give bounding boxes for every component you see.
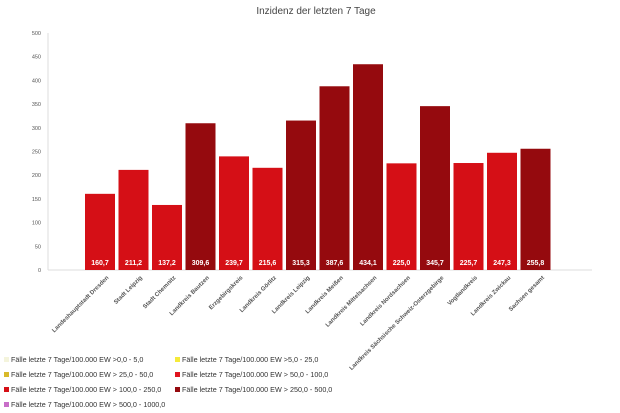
legend-swatch	[4, 387, 9, 392]
bar	[152, 204, 182, 270]
bar	[286, 120, 316, 271]
x-tick-label: Stadt Chemnitz	[142, 275, 177, 310]
legend-label: Fälle letzte 7 Tage/100.000 EW > 50,0 - …	[182, 370, 329, 379]
bar	[420, 106, 450, 270]
x-tick-label: Stadt Leipzig	[113, 275, 144, 306]
data-label: 215,6	[259, 260, 277, 267]
legend-item: Fälle letzte 7 Tage/100.000 EW > 25,0 - …	[4, 370, 153, 379]
x-tick-label: Erzgebirgskreis	[208, 275, 245, 312]
data-label: 137,2	[158, 260, 176, 267]
bar	[353, 64, 383, 270]
bar	[252, 167, 283, 270]
bar	[319, 86, 350, 270]
bar	[85, 193, 115, 270]
legend-item: Fälle letzte 7 Tage/100.000 EW > 250,0 -…	[175, 385, 332, 394]
legend-swatch	[4, 357, 9, 362]
legend-item: Fälle letzte 7 Tage/100.000 EW >5,0 - 25…	[175, 355, 318, 364]
data-label: 387,6	[326, 260, 344, 267]
bar	[520, 148, 551, 270]
bar	[219, 156, 249, 270]
y-tick-label: 400	[32, 78, 41, 84]
y-tick-label: 150	[32, 197, 41, 203]
legend-item: Fälle letzte 7 Tage/100.000 EW > 500,0 -…	[4, 400, 165, 409]
data-label: 345,7	[426, 260, 444, 267]
x-tick-label: Landeshauptstadt Dresden	[51, 275, 110, 334]
x-tick-label: Vogtlandkreis	[447, 275, 479, 307]
x-tick-label: Sachsen gesamt	[508, 275, 546, 313]
data-label: 247,3	[493, 260, 511, 267]
legend-swatch	[4, 372, 9, 377]
legend-item: Fälle letzte 7 Tage/100.000 EW >0,0 - 5,…	[4, 355, 143, 364]
legend-item: Fälle letzte 7 Tage/100.000 EW > 50,0 - …	[175, 370, 328, 379]
data-label: 211,2	[125, 260, 142, 267]
bar	[185, 123, 216, 270]
bar	[453, 163, 484, 270]
chart-title: Inzidenz der letzten 7 Tage	[256, 6, 376, 17]
data-label: 255,8	[527, 260, 545, 267]
y-tick-label: 100	[32, 221, 41, 227]
legend-swatch	[175, 387, 180, 392]
y-tick-label: 500	[32, 31, 41, 37]
legend-label: Fälle letzte 7 Tage/100.000 EW > 100,0 -…	[11, 385, 162, 394]
data-label: 434,1	[359, 260, 377, 267]
data-label: 225,0	[393, 260, 411, 267]
y-tick-label: 200	[32, 173, 41, 179]
legend-swatch	[175, 372, 180, 377]
data-label: 160,7	[91, 260, 109, 267]
data-label: 225,7	[460, 260, 478, 267]
y-tick-label: 350	[32, 102, 41, 108]
legend-item: Fälle letzte 7 Tage/100.000 EW > 100,0 -…	[4, 385, 161, 394]
y-tick-label: 50	[35, 244, 41, 250]
legend-label: Fälle letzte 7 Tage/100.000 EW >0,0 - 5,…	[11, 355, 144, 364]
y-tick-label: 450	[32, 55, 41, 61]
x-tick-label: Landkreis Görlitz	[239, 275, 278, 314]
legend-label: Fälle letzte 7 Tage/100.000 EW > 250,0 -…	[182, 385, 333, 394]
legend-label: Fälle letzte 7 Tage/100.000 EW >5,0 - 25…	[182, 355, 319, 364]
data-label: 309,6	[192, 260, 210, 267]
data-label: 239,7	[225, 260, 243, 267]
legend-label: Fälle letzte 7 Tage/100.000 EW > 25,0 - …	[11, 370, 154, 379]
y-tick-label: 0	[38, 268, 41, 274]
bar	[386, 163, 417, 270]
bar	[487, 152, 517, 270]
legend-swatch	[175, 357, 180, 362]
data-label: 315,3	[292, 260, 310, 267]
legend-label: Fälle letzte 7 Tage/100.000 EW > 500,0 -…	[11, 400, 166, 409]
y-tick-label: 250	[32, 150, 41, 156]
y-tick-label: 300	[32, 126, 41, 132]
bar	[118, 169, 149, 270]
legend-swatch	[4, 402, 9, 407]
